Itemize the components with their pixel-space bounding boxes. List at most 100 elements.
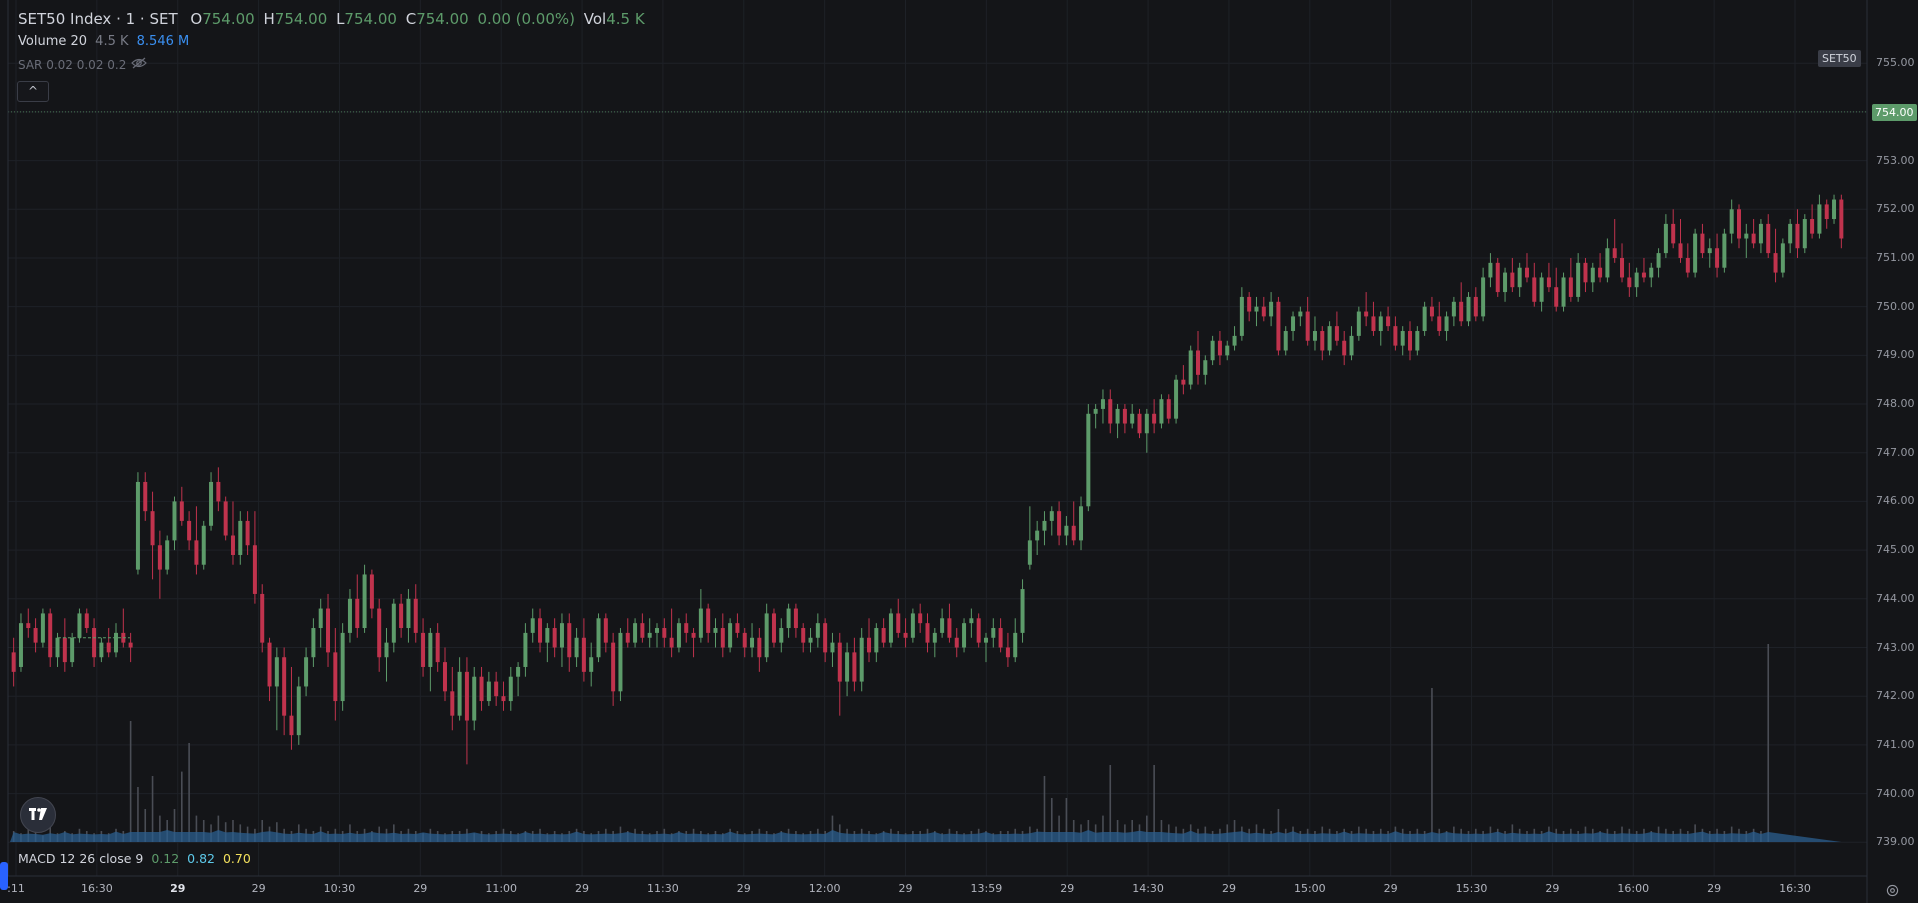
candle	[1671, 209, 1676, 249]
candle-body	[596, 618, 601, 658]
price-tick-label: 745.00	[1876, 543, 1915, 557]
candle	[1203, 355, 1208, 385]
candle	[1356, 306, 1361, 341]
candle	[1152, 399, 1157, 434]
candle-body	[1722, 233, 1727, 268]
candle	[918, 603, 923, 633]
candle	[435, 623, 440, 672]
eye-off-icon[interactable]	[131, 57, 147, 69]
candle-body	[1203, 360, 1208, 375]
candle	[1788, 219, 1793, 254]
candle-body	[413, 598, 418, 633]
candle-body	[640, 623, 645, 638]
candle	[1013, 618, 1018, 663]
main-legend[interactable]: SET50 Index · 1 · SET O754.00 H754.00 L7…	[18, 10, 649, 28]
candle-body	[874, 628, 879, 653]
candle-body	[1166, 399, 1171, 419]
candle-body	[1327, 326, 1332, 351]
sar-study-name[interactable]: SAR 0.02 0.02 0.2	[18, 58, 127, 72]
candle	[230, 501, 235, 565]
sar-legend[interactable]: SAR 0.02 0.02 0.2	[18, 58, 130, 72]
candle-body	[128, 642, 133, 648]
candle	[362, 564, 367, 633]
candle	[84, 608, 89, 633]
candle	[947, 603, 952, 643]
candle	[720, 613, 725, 658]
volume-bar	[159, 815, 161, 842]
time-tick-label: 29	[413, 882, 428, 895]
candle-body	[1780, 243, 1785, 273]
candle-body	[347, 598, 352, 633]
macd-legend[interactable]: MACD 12 26 close 9 0.12 0.82 0.70	[18, 851, 255, 866]
candle	[991, 618, 996, 648]
candle-body	[1539, 277, 1544, 302]
candle	[223, 496, 228, 541]
candle-body	[1400, 331, 1405, 346]
volume-bar	[1058, 815, 1060, 842]
candle-body	[442, 662, 447, 692]
candle-body	[801, 628, 806, 643]
price-tick-label: 748.00	[1876, 397, 1915, 411]
candle-body	[450, 691, 455, 716]
candle	[1115, 404, 1120, 439]
candle	[815, 613, 820, 648]
candle-body	[1561, 277, 1566, 307]
chevron-up-icon[interactable]: ^	[17, 81, 49, 102]
candle	[1276, 296, 1281, 356]
symbol-title[interactable]: SET50 Index · 1 · SET	[18, 10, 178, 28]
candle	[1188, 345, 1193, 390]
candle	[1605, 238, 1610, 283]
time-tick-label: 13:59	[970, 882, 1003, 895]
gear-icon[interactable]	[1886, 884, 1899, 897]
volume-study-name[interactable]: Volume 20	[18, 34, 88, 49]
candle	[143, 472, 148, 521]
vol-value: 4.5 K	[606, 10, 645, 28]
candle-body	[472, 676, 477, 721]
candle	[1327, 321, 1332, 356]
scrollbar-handle[interactable]	[0, 862, 8, 890]
candle	[1349, 326, 1354, 361]
candle-body	[559, 623, 564, 648]
candle	[326, 593, 331, 667]
candle-body	[55, 637, 60, 658]
candle-body	[406, 598, 411, 629]
candle-body	[1415, 331, 1420, 351]
candle	[1342, 331, 1347, 366]
candle-body	[669, 637, 674, 648]
candle	[1795, 209, 1800, 258]
candle-body	[523, 632, 528, 667]
candle-body	[194, 540, 199, 565]
candle	[516, 662, 521, 697]
candle	[70, 632, 75, 667]
candle	[1232, 326, 1237, 351]
candle-body	[1254, 306, 1259, 312]
candle	[633, 618, 638, 648]
candle-body	[157, 545, 162, 570]
candle	[1824, 199, 1829, 229]
time-tick-label: 11:30	[647, 882, 679, 895]
time-tick-label: :11	[7, 882, 25, 895]
candle	[1422, 301, 1427, 336]
candle	[1195, 331, 1200, 385]
candle-body	[230, 535, 235, 555]
grid	[8, 0, 1867, 876]
candle	[1473, 287, 1478, 322]
candle	[559, 613, 564, 667]
candle	[1378, 311, 1383, 346]
candle-body	[1671, 223, 1676, 244]
candle-body	[1524, 267, 1529, 278]
tradingview-logo-icon[interactable]	[20, 797, 56, 833]
time-tick-label: 29	[251, 882, 266, 895]
candle-body	[742, 632, 747, 648]
candle-body	[187, 520, 192, 541]
candle-body	[1027, 540, 1032, 565]
price-tick-label: 743.00	[1876, 640, 1915, 654]
candle	[1210, 335, 1215, 366]
candle-body	[1181, 379, 1186, 385]
macd-study-name[interactable]: MACD 12 26 close 9	[18, 851, 144, 866]
price-tick-label: 744.00	[1876, 591, 1915, 605]
volume-legend[interactable]: Volume 20 4.5 K 8.546 M	[18, 34, 193, 49]
